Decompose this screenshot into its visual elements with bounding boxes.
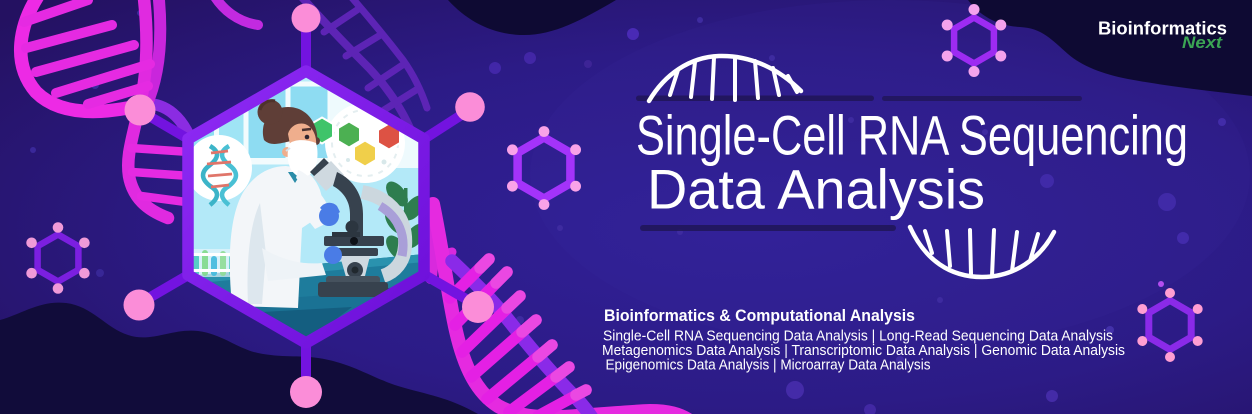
svg-text:Single-Cell RNA Sequencing: Single-Cell RNA Sequencing xyxy=(636,105,1188,167)
svg-text:Single-Cell RNA Sequencing Dat: Single-Cell RNA Sequencing Data Analysis… xyxy=(603,328,1113,345)
svg-text:Bioinformatics & Computational: Bioinformatics & Computational Analysis xyxy=(604,307,915,325)
svg-text:Data Analysis: Data Analysis xyxy=(647,159,985,221)
svg-text:Next: Next xyxy=(1182,34,1224,52)
svg-text:Metagenomics Data Analysis | T: Metagenomics Data Analysis | Transcripto… xyxy=(602,342,1125,359)
svg-text:Epigenomics Data Analysis | Mi: Epigenomics Data Analysis | Microarray D… xyxy=(606,357,931,374)
svg-text:Bioinformatics: Bioinformatics xyxy=(1098,18,1227,39)
